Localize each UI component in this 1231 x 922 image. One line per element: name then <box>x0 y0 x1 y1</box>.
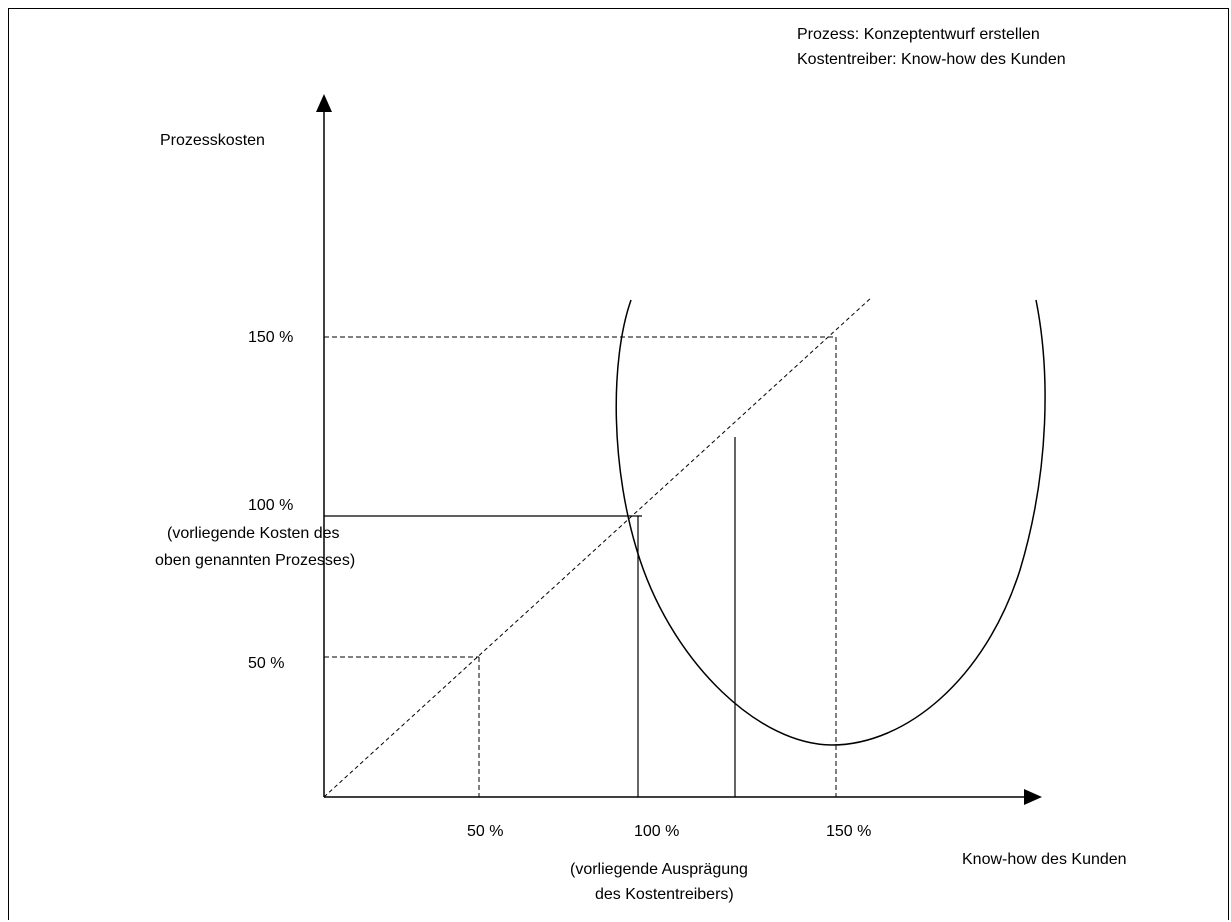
y-tick-100-note-line1: (vorliegende Kosten des <box>167 525 340 542</box>
x-tick-50: 50 % <box>467 823 503 840</box>
y-tick-50: 50 % <box>248 655 284 672</box>
cost-diagonal-line <box>323 296 873 798</box>
x-axis-label: Know-how des Kunden <box>962 851 1127 868</box>
highlight-ellipse <box>615 299 1046 746</box>
x-tick-150: 150 % <box>826 823 871 840</box>
y-tick-150: 150 % <box>248 329 293 346</box>
header-process: Prozess: Konzeptentwurf erstellen <box>797 26 1040 43</box>
x-tick-100: 100 % <box>634 823 679 840</box>
y-axis-label: Prozesskosten <box>160 132 265 149</box>
x-axis-arrowhead <box>1024 789 1042 805</box>
header-cost-driver: Kostentreiber: Know-how des Kunden <box>797 51 1066 68</box>
x-tick-100-note-line2: des Kostentreibers) <box>595 886 734 903</box>
y-tick-100-note-line2: oben genannten Prozesses) <box>155 552 355 569</box>
diagram-frame <box>8 8 1229 920</box>
y-axis-arrowhead <box>316 94 332 112</box>
x-tick-100-note-line1: (vorliegende Ausprägung <box>570 861 748 878</box>
y-tick-100: 100 % <box>248 497 293 514</box>
